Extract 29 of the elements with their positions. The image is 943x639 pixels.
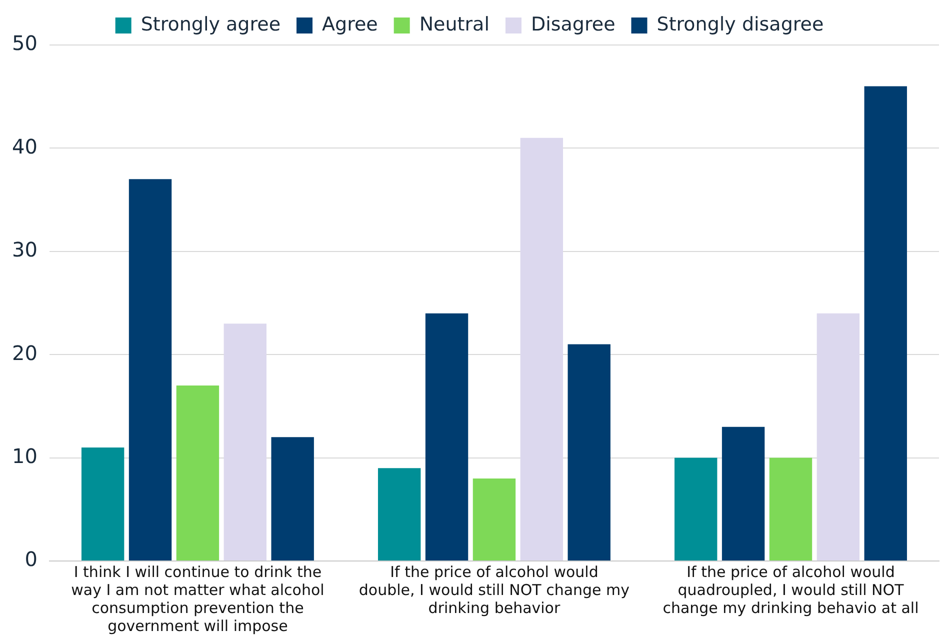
bar — [271, 437, 314, 560]
bar — [472, 478, 516, 560]
y-tick-label: 50 — [12, 31, 38, 56]
bar — [425, 313, 468, 560]
bar — [722, 426, 765, 560]
legend-label: Strongly disagree — [656, 13, 824, 36]
bar — [816, 313, 860, 560]
bar — [224, 324, 266, 560]
legend-label: Strongly agree — [140, 13, 281, 36]
bar — [674, 458, 718, 560]
bar — [128, 179, 172, 560]
bar — [81, 447, 124, 560]
legend-label: Agree — [322, 13, 378, 36]
bar — [568, 344, 610, 560]
y-tick-label: 40 — [12, 134, 38, 158]
y-tick-label: 20 — [12, 340, 38, 365]
bar — [378, 468, 421, 560]
y-tick-label: 10 — [12, 444, 38, 468]
legend-label: Disagree — [530, 13, 616, 36]
x-tick-label: If the price of alcohol would double, I would still NOT change my drinking behavior — [358, 562, 630, 617]
y-tick-label: 30 — [12, 238, 38, 262]
x-tick-label: I think I will continue to drink the way I am not matter what alcohol consumption prevention the government will impose — [71, 562, 324, 635]
bar — [176, 386, 220, 560]
bar — [864, 86, 907, 560]
legend-label: Neutral — [419, 13, 490, 36]
bar — [520, 138, 564, 560]
y-tick-label: 0 — [24, 547, 38, 572]
bar — [769, 458, 812, 560]
x-tick-label: If the price of alcohol would quadroupled, I would still NOT change my drinking behavio at all — [662, 562, 919, 617]
